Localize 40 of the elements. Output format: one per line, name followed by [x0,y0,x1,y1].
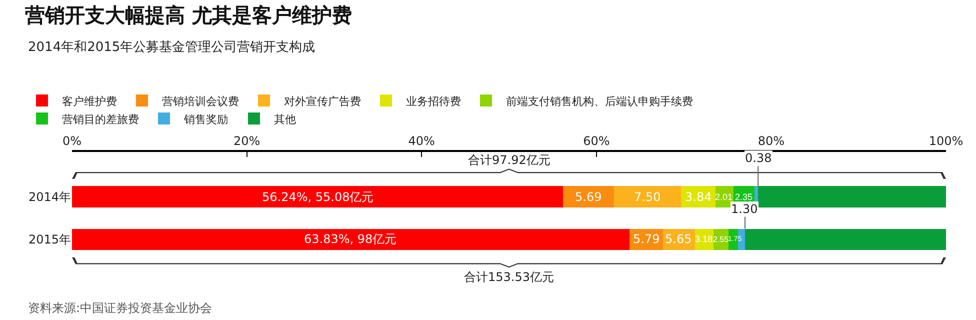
x-tick-label: 20% [233,134,260,148]
bar [563,186,614,208]
annotation: 5.69 [575,190,602,204]
legend-label: 营销目的差旅费 [62,112,139,126]
x-tick-label: 80% [758,134,785,148]
annotation: 63.83%, 98亿元 [304,232,397,246]
annotation: 2.01 [715,192,733,202]
annotation: 7.50 [634,190,661,204]
legend-label: 其他 [274,112,296,126]
total-label: 合计153.53亿元 [464,270,554,284]
bar [744,228,946,250]
annotation: 5.65 [665,232,692,246]
legend-label: 销售奖励 [183,112,228,126]
legend-label: 客户维护费 [62,94,117,108]
legend-label: 营销培训会议费 [162,94,239,108]
x-tick-label: 100% [928,134,964,148]
legend-label: 前端支付销售机构、后端认申购手续费 [506,94,693,108]
total-label: 合计97.92亿元 [468,153,550,167]
annotation: 56.24%, 55.08亿元 [262,190,374,204]
bar [614,186,682,208]
annotation: 1.30 [731,202,758,216]
annotation: 3.18 [695,234,713,244]
annotation: 5.79 [633,232,660,246]
text: 资料来源:中国证券投资基金业协会 [28,301,212,315]
legend-label: 业务招待费 [406,94,461,108]
annotation: 2.55 [713,235,730,244]
y-tick-label: 2014年 [28,190,71,204]
x-tick-label: 40% [408,134,435,148]
annotation: 3.84 [685,190,712,204]
x-tick-label: 0% [62,134,82,148]
x-tick-label: 60% [583,134,610,148]
bar [72,228,630,250]
bar [72,186,564,208]
annotation: 2.35 [735,192,753,202]
chart-title: 营销开支大幅提高 尤其是客户维护费 [24,3,352,27]
annotation: 0.38 [745,151,772,165]
chart-subtitle: 2014年和2015年公募基金管理公司营销开支构成 [28,40,316,55]
bar [758,186,946,208]
legend-label: 对外宣传广告费 [284,94,361,108]
y-tick-label: 2015年 [28,232,71,247]
